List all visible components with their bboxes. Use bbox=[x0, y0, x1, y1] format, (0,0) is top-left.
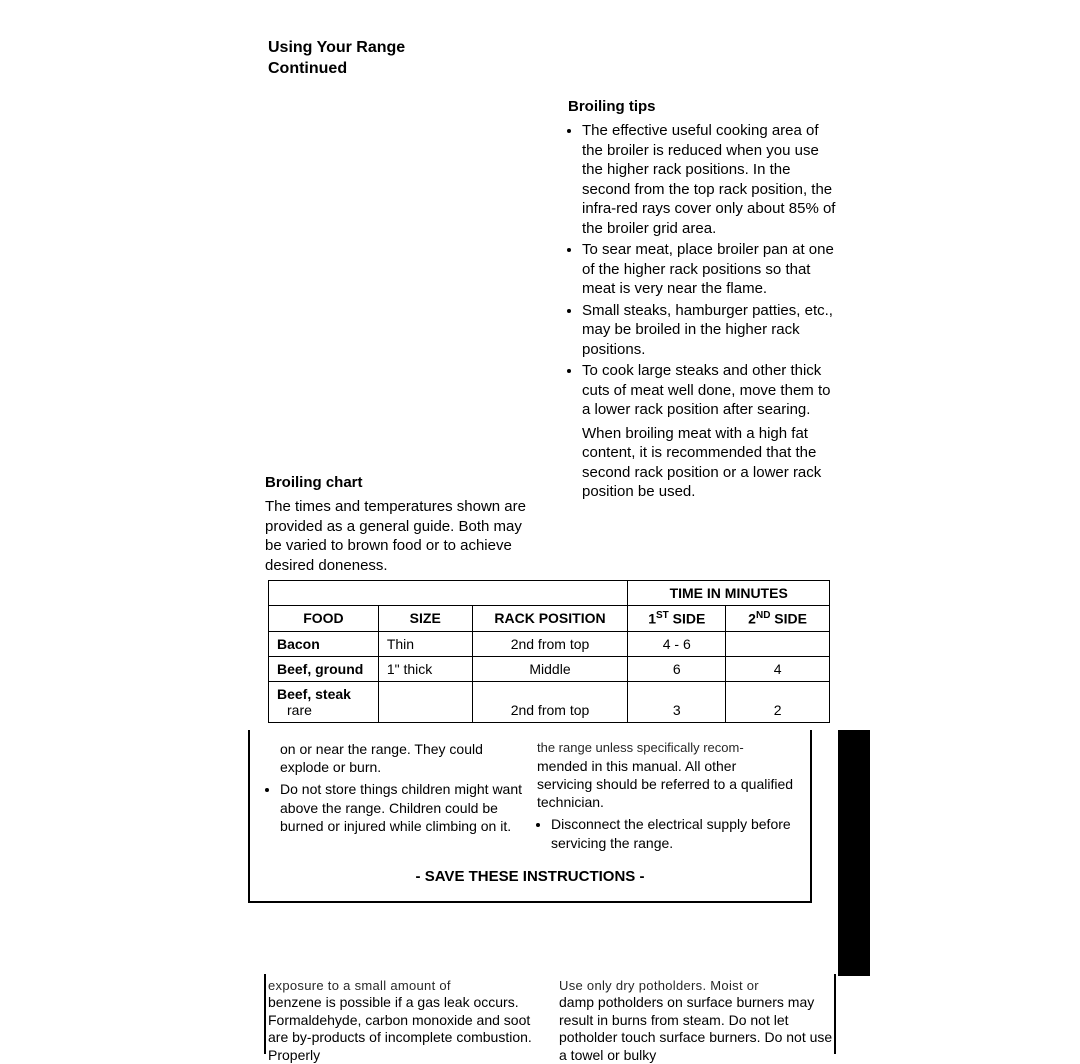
fragment-left-rule bbox=[264, 974, 266, 1054]
cell-food: Beef, steak rare bbox=[269, 681, 379, 722]
broiling-tip: The effective useful cooking area of the… bbox=[582, 121, 842, 238]
broiling-table: TIME IN MINUTES FOOD SIZE RACK POSITION … bbox=[268, 580, 830, 723]
page-edge-black-bar bbox=[838, 730, 870, 976]
overlay-right-col: the range unless specifically recom- men… bbox=[537, 740, 794, 854]
table-header-time: TIME IN MINUTES bbox=[628, 581, 830, 606]
broiling-tips-trailing: When broiling meat with a high fat conte… bbox=[582, 424, 842, 502]
page-title-line1: Using Your Range bbox=[268, 38, 538, 59]
cell-s1: 3 bbox=[628, 681, 726, 722]
fragment-right-rule bbox=[834, 974, 836, 1054]
fragment-right-top: Use only dry potholders. Moist or bbox=[559, 978, 836, 994]
cell-s2: 2 bbox=[726, 681, 830, 722]
overlay-right-bullet: Disconnect the electrical supply before … bbox=[551, 815, 794, 851]
cell-rack: Middle bbox=[472, 656, 628, 681]
table-col-2nd: 2ND SIDE bbox=[726, 606, 830, 632]
broiling-tips-list: The effective useful cooking area of the… bbox=[568, 121, 842, 420]
cell-size: 1" thick bbox=[378, 656, 472, 681]
cell-s2 bbox=[726, 631, 830, 656]
broiling-chart-intro: The times and temperatures shown are pro… bbox=[265, 497, 540, 575]
page-title-line2: Continued bbox=[268, 59, 538, 80]
table-row: Beef, ground 1" thick Middle 6 4 bbox=[269, 656, 830, 681]
cell-rack: 2nd from top bbox=[472, 681, 628, 722]
fragment-text-box: exposure to a small amount of benzene is… bbox=[268, 978, 836, 1064]
cell-food: Bacon bbox=[269, 631, 379, 656]
cell-s1: 4 - 6 bbox=[628, 631, 726, 656]
table-row: Beef, steak rare 2nd from top 3 2 bbox=[269, 681, 830, 722]
broiling-tip: Small steaks, hamburger patties, etc., m… bbox=[582, 301, 842, 360]
broiling-chart-heading: Broiling chart bbox=[265, 474, 540, 491]
overlay-left-col: on or near the range. They could explode… bbox=[266, 740, 523, 854]
table-col-size: SIZE bbox=[378, 606, 472, 632]
fragment-left-top: exposure to a small amount of bbox=[268, 978, 545, 994]
cell-food: Beef, ground bbox=[269, 656, 379, 681]
table-col-1st: 1ST SIDE bbox=[628, 606, 726, 632]
table-col-food: FOOD bbox=[269, 606, 379, 632]
table-row: Bacon Thin 2nd from top 4 - 6 bbox=[269, 631, 830, 656]
broiling-tip: To sear meat, place broiler pan at one o… bbox=[582, 240, 842, 299]
table-col-rack: RACK POSITION bbox=[472, 606, 628, 632]
broiling-tip: To cook large steaks and other thick cut… bbox=[582, 361, 842, 420]
overlay-left-lead: on or near the range. They could explode… bbox=[266, 740, 523, 776]
save-instructions-label: - SAVE THESE INSTRUCTIONS - bbox=[250, 868, 810, 885]
cell-s2: 4 bbox=[726, 656, 830, 681]
cell-s1: 6 bbox=[628, 656, 726, 681]
safety-instructions-box: on or near the range. They could explode… bbox=[248, 730, 812, 903]
overlay-right-lead: mended in this manual. All other servici… bbox=[537, 757, 794, 812]
overlay-right-cut: the range unless specifically recom- bbox=[537, 740, 794, 757]
cell-size: Thin bbox=[378, 631, 472, 656]
broiling-tips-heading: Broiling tips bbox=[568, 98, 842, 115]
cell-rack: 2nd from top bbox=[472, 631, 628, 656]
overlay-left-bullet: Do not store things children might want … bbox=[280, 780, 523, 835]
cell-size bbox=[378, 681, 472, 722]
